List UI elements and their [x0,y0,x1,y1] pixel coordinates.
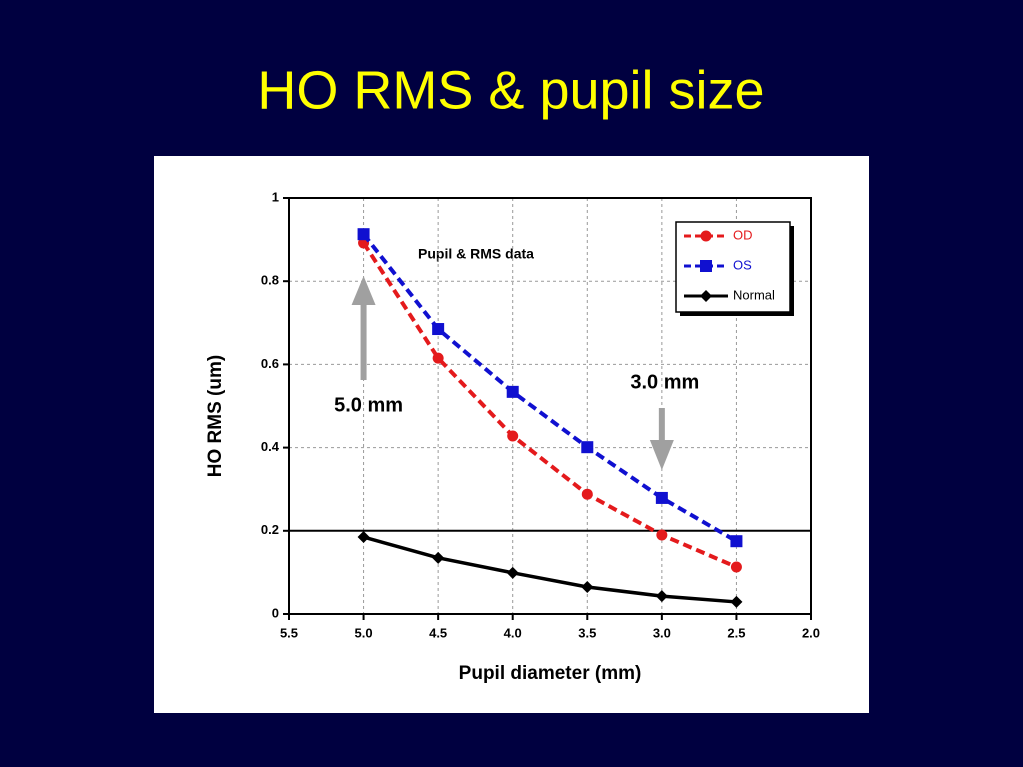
point [506,385,519,398]
x-tick-label: 4.5 [429,625,447,640]
point [656,529,668,541]
legend-label: OD [733,227,753,242]
series-line [363,535,737,604]
point [655,590,668,603]
x-tick-label: 2.0 [802,625,820,640]
legend-marker [700,230,712,242]
arrow-head [351,276,376,305]
chart-subtitle: Pupil & RMS data [418,246,534,262]
y-tick-label: 0.8 [261,273,279,288]
point [730,535,743,548]
x-tick-label: 3.0 [653,625,671,640]
plot-frame [288,197,812,615]
series-line [361,232,738,543]
annotation: 5.0 mm [334,394,403,416]
y-tick-label: 0.2 [261,522,279,537]
point [507,430,519,442]
point [730,561,742,573]
x-tick-label: 5.0 [355,625,373,640]
slide-title: HO RMS & pupil size [257,60,764,120]
x-tick-label: 3.5 [578,625,596,640]
point [357,531,370,544]
y-tick-label: 0.4 [261,439,280,454]
y-axis-label: HO RMS (um) [205,355,226,477]
point [581,441,594,454]
legend-marker [700,260,712,272]
annotation: 3.0 mm [630,371,699,393]
x-tick-label: 2.5 [727,625,745,640]
legend-label: Normal [733,287,775,302]
y-tick-label: 1 [272,189,279,204]
point [357,228,370,241]
point [432,323,445,336]
point [432,352,444,364]
point [432,551,445,564]
series-line [361,241,738,569]
y-tick-label: 0.6 [261,356,279,371]
x-tick-label: 4.0 [504,625,522,640]
point [581,580,594,593]
point [581,488,593,500]
point [655,491,668,504]
legend-marker [700,290,712,302]
legend-label: OS [733,257,752,272]
arrow-head [649,440,674,470]
point [506,566,519,579]
y-tick-label: 0 [272,605,279,620]
x-tick-label: 5.5 [280,625,298,640]
point [730,595,743,608]
x-axis-label: Pupil diameter (mm) [459,663,642,684]
